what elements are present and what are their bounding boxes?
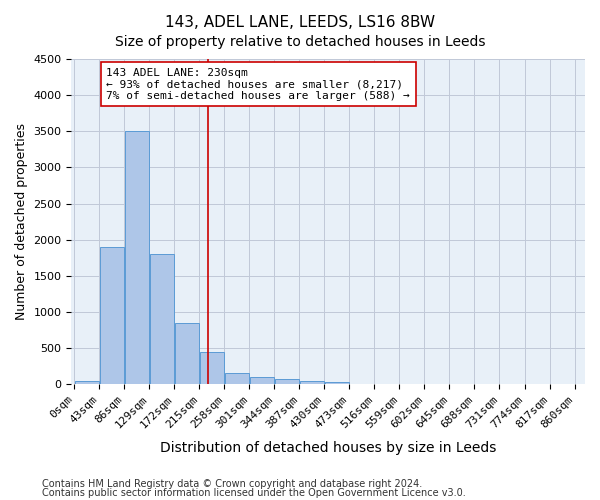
- Bar: [250, 377, 274, 384]
- Text: 143, ADEL LANE, LEEDS, LS16 8BW: 143, ADEL LANE, LEEDS, LS16 8BW: [165, 15, 435, 30]
- Bar: [275, 380, 299, 384]
- Bar: [325, 382, 349, 384]
- Text: Size of property relative to detached houses in Leeds: Size of property relative to detached ho…: [115, 35, 485, 49]
- Bar: [175, 323, 199, 384]
- X-axis label: Distribution of detached houses by size in Leeds: Distribution of detached houses by size …: [160, 441, 496, 455]
- Bar: [74, 381, 99, 384]
- Text: Contains HM Land Registry data © Crown copyright and database right 2024.: Contains HM Land Registry data © Crown c…: [42, 479, 422, 489]
- Bar: [100, 247, 124, 384]
- Bar: [200, 352, 224, 384]
- Bar: [125, 132, 149, 384]
- Y-axis label: Number of detached properties: Number of detached properties: [15, 123, 28, 320]
- Bar: [149, 254, 174, 384]
- Text: 143 ADEL LANE: 230sqm
← 93% of detached houses are smaller (8,217)
7% of semi-de: 143 ADEL LANE: 230sqm ← 93% of detached …: [106, 68, 410, 101]
- Bar: [299, 381, 324, 384]
- Text: Contains public sector information licensed under the Open Government Licence v3: Contains public sector information licen…: [42, 488, 466, 498]
- Bar: [224, 373, 249, 384]
